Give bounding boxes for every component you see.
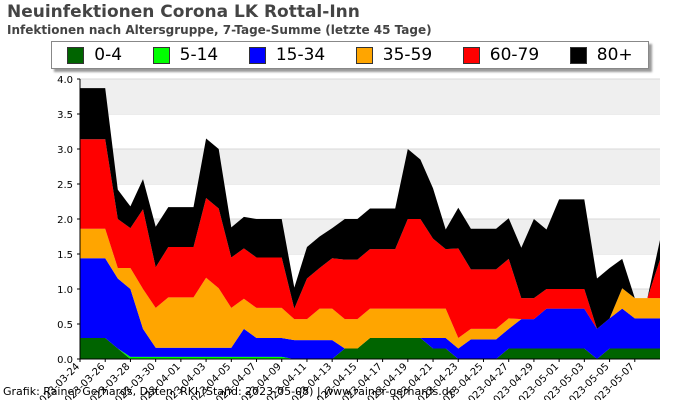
y-tick-label: 3.5 [57, 110, 73, 121]
legend-swatch [462, 46, 480, 64]
legend: 0-4 5-14 15-34 35-59 60-79 80+ [51, 41, 649, 69]
y-tick-label: 0.0 [57, 355, 73, 366]
y-tick-label: 1.0 [57, 285, 73, 296]
y-tick-label: 2.0 [57, 215, 73, 226]
legend-label: 80+ [596, 45, 633, 65]
legend-label: 0-4 [94, 45, 123, 65]
area-series [80, 88, 660, 359]
y-tick-label: 2.5 [57, 180, 73, 191]
legend-entry-0-4: 0-4 [67, 45, 122, 65]
footer-credit: Grafik: Rainer Gerhards, Daten: RKI (Sta… [3, 385, 456, 398]
chart-title: Neuinfektionen Corona LK Rottal-Inn [7, 2, 360, 22]
chart-subtitle: Infektionen nach Altersgruppe, 7-Tage-Su… [7, 23, 432, 37]
legend-entry-5-14: 5-14 [152, 45, 219, 65]
legend-label: 5-14 [179, 45, 219, 65]
series-area-60-79 [80, 139, 660, 338]
series-area-15-34 [80, 258, 660, 359]
legend-swatch [152, 46, 170, 64]
legend-entry-35-59: 35-59 [355, 45, 433, 65]
y-tick-label: 1.5 [57, 250, 73, 261]
series-area-0-4 [80, 338, 660, 359]
legend-label: 60-79 [489, 45, 540, 65]
legend-swatch [355, 46, 373, 64]
legend-entry-60-79: 60-79 [462, 45, 540, 65]
y-tick-label: 0.5 [57, 320, 73, 331]
series-area-80-plus [80, 88, 660, 329]
series-area-35-59 [80, 228, 660, 349]
legend-entry-80-plus: 80+ [569, 45, 633, 65]
grid-band [80, 149, 660, 184]
grid-band [80, 79, 660, 114]
legend-swatch [248, 46, 266, 64]
y-tick-label: 3.0 [57, 145, 73, 156]
axes: 0.00.51.01.52.02.53.03.54.02023-03-24202… [33, 75, 660, 400]
legend-label: 15-34 [275, 45, 326, 65]
legend-entry-15-34: 15-34 [248, 45, 326, 65]
legend-label: 35-59 [382, 45, 433, 65]
y-tick-label: 4.0 [57, 75, 73, 86]
legend-swatch [569, 46, 587, 64]
legend-swatch [67, 46, 85, 64]
